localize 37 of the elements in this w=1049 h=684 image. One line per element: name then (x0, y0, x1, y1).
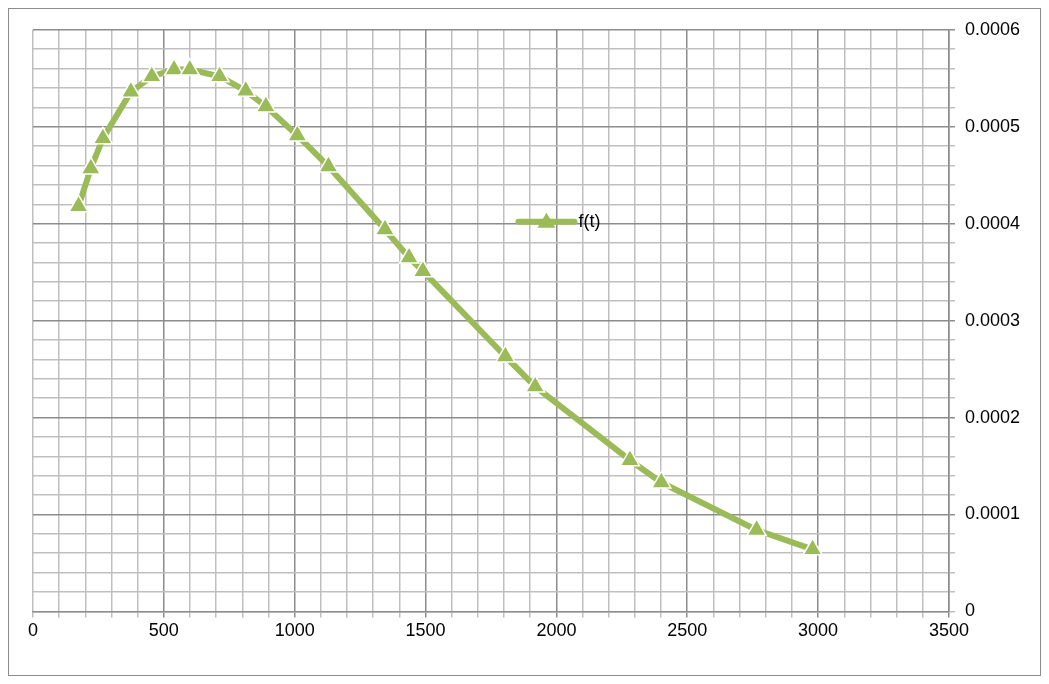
y-tick-label: 0.0004 (964, 212, 1021, 233)
point (746, 518, 767, 537)
x-tick-label: 500 (148, 620, 179, 641)
point (651, 470, 672, 489)
point (179, 57, 201, 76)
point (412, 259, 434, 278)
point (68, 194, 89, 213)
point (495, 344, 516, 363)
point (92, 126, 114, 145)
point (802, 537, 823, 556)
point (374, 217, 396, 236)
point (318, 154, 339, 173)
y-tick-label: 0.0005 (964, 115, 1021, 136)
y-tick-label: 0.0002 (964, 406, 1021, 427)
point (235, 79, 257, 98)
point (255, 94, 277, 113)
y-tick-label: 0.0001 (964, 503, 1021, 524)
x-tick-label: 2500 (667, 620, 708, 641)
x-tick-label: 2000 (536, 620, 577, 641)
point (80, 156, 102, 175)
point (120, 80, 142, 99)
point (619, 448, 641, 467)
x-tick-label: 0 (27, 620, 39, 641)
x-tick-label: 3000 (798, 620, 839, 641)
x-tick-label: 1500 (405, 620, 446, 641)
point (209, 64, 230, 83)
x-tick-label: 1000 (274, 620, 315, 641)
x-tick-label: 3500 (928, 620, 969, 641)
point (287, 123, 308, 142)
point (398, 245, 420, 264)
point (524, 374, 546, 393)
point (163, 57, 185, 76)
legend-label: f(t) (578, 210, 601, 231)
y-tick-label: 0.0006 (964, 18, 1021, 39)
point (141, 64, 163, 83)
y-tick-label: 0.0003 (964, 309, 1021, 330)
y-tick-label: 0 (964, 600, 975, 621)
